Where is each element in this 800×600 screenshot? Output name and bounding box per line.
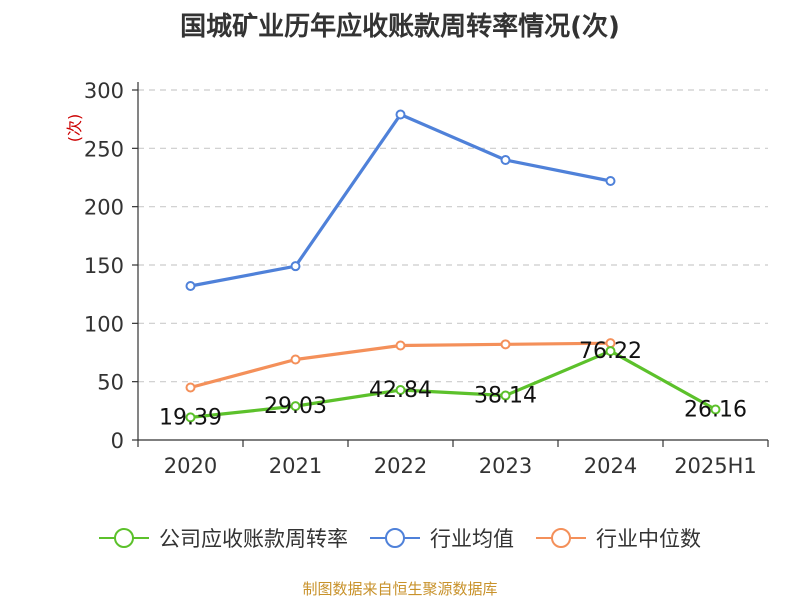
- y-tick-label: 250: [84, 137, 124, 161]
- y-tick-label: 100: [84, 312, 124, 336]
- legend-item-company[interactable]: 公司应收账款周转率: [99, 523, 348, 553]
- chart-title: 国城矿业历年应收账款周转率情况(次): [180, 12, 620, 42]
- y-axis-label: (次): [65, 114, 84, 143]
- data-point: [500, 155, 511, 165]
- data-label: 26.16: [684, 397, 747, 422]
- legend-label-industry-mean: 行业均值: [430, 527, 514, 551]
- legend-item-industry-mean[interactable]: 行业均值: [370, 523, 514, 553]
- data-label: 29.03: [264, 394, 327, 419]
- data-point: [500, 339, 511, 350]
- data-point: [290, 354, 301, 365]
- x-tick-label: 2020: [164, 454, 217, 478]
- y-tick-label: 150: [84, 254, 124, 278]
- legend-marker-industry-median-icon: [536, 528, 586, 548]
- legend-marker-industry-mean-icon: [370, 528, 420, 548]
- y-tick-label: 300: [84, 79, 124, 103]
- data-point: [500, 390, 511, 401]
- data-label: 38.14: [474, 384, 537, 409]
- y-tick-label: 50: [97, 371, 124, 395]
- legend-marker-company-icon: [99, 528, 149, 548]
- y-tick-label: 0: [111, 429, 124, 453]
- series-line: [190, 112, 611, 288]
- data-label: 19.39: [159, 405, 222, 430]
- series-0: [185, 346, 721, 423]
- legend-label-industry-median: 行业中位数: [596, 527, 701, 551]
- x-tick-label: 2022: [374, 454, 427, 478]
- data-source-note: 制图数据来自恒生聚源数据库: [302, 580, 498, 598]
- legend: 公司应收账款周转率 行业均值 行业中位数: [0, 520, 800, 556]
- x-tick-label: 2025H1: [674, 454, 757, 478]
- series-1: [185, 109, 616, 291]
- series-2: [185, 338, 616, 393]
- data-point: [185, 412, 196, 423]
- data-point: [185, 382, 196, 393]
- y-tick-label: 200: [84, 196, 124, 220]
- data-point: [185, 281, 196, 291]
- data-point: [605, 176, 616, 186]
- data-point: [605, 346, 616, 357]
- data-point: [290, 401, 301, 412]
- data-label: 76.22: [579, 339, 642, 364]
- data-point: [290, 261, 301, 272]
- x-tick-label: 2021: [269, 454, 322, 478]
- data-point: [395, 385, 406, 396]
- data-point: [710, 404, 721, 415]
- legend-label-company: 公司应收账款周转率: [159, 527, 348, 551]
- data-point: [395, 109, 406, 120]
- series-line: [190, 349, 717, 419]
- x-tick-label: 2024: [584, 454, 637, 478]
- data-point: [395, 340, 406, 351]
- x-tick-label: 2023: [479, 454, 532, 478]
- data-label: 42.84: [369, 378, 432, 403]
- legend-item-industry-median[interactable]: 行业中位数: [536, 523, 701, 553]
